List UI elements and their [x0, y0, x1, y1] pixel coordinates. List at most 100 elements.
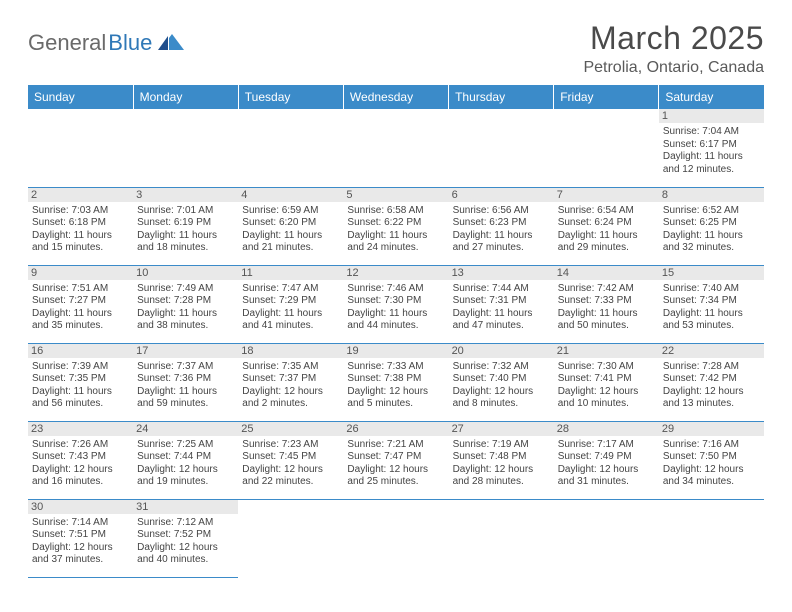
daylight2-text: and 5 minutes. [347, 398, 444, 411]
sunrise-text: Sunrise: 7:30 AM [558, 361, 655, 374]
sunset-text: Sunset: 7:43 PM [32, 451, 129, 464]
day-number: 28 [554, 422, 659, 436]
sunrise-text: Sunrise: 7:14 AM [32, 517, 129, 530]
daylight1-text: Daylight: 12 hours [558, 386, 655, 399]
calendar-cell: 18Sunrise: 7:35 AMSunset: 7:37 PMDayligh… [238, 343, 343, 421]
sunrise-text: Sunrise: 7:39 AM [32, 361, 129, 374]
sunrise-text: Sunrise: 7:01 AM [137, 205, 234, 218]
calendar-cell: 28 Sunrise: 7:17 AMSunset: 7:49 PMDayligh… [554, 421, 659, 499]
flag-icon [158, 30, 184, 56]
day-details: Sunrise: 7:46 AMSunset: 7:30 PMDaylight:… [347, 283, 444, 333]
daylight1-text: Daylight: 12 hours [32, 464, 129, 477]
day-number: 7 [554, 188, 659, 202]
day-details: Sunrise: 7:47 AMSunset: 7:29 PMDaylight:… [242, 283, 339, 333]
sunset-text: Sunset: 6:20 PM [242, 217, 339, 230]
day-details: Sunrise: 7:51 AMSunset: 7:27 PMDaylight:… [32, 283, 129, 333]
daylight1-text: Daylight: 11 hours [663, 308, 760, 321]
day-details: Sunrise: 6:52 AMSunset: 6:25 PMDaylight:… [663, 205, 760, 255]
calendar-body: 1Sunrise: 7:04 AMSunset: 6:17 PMDaylight… [28, 109, 764, 577]
sunrise-text: Sunrise: 7:03 AM [32, 205, 129, 218]
calendar-cell: 16 Sunrise: 7:39 AMSunset: 7:35 PMDayligh… [28, 343, 133, 421]
daylight1-text: Daylight: 12 hours [453, 386, 550, 399]
daylight1-text: Daylight: 11 hours [32, 386, 129, 399]
day-details: Sunrise: 7:39 AMSunset: 7:35 PMDaylight:… [32, 361, 129, 411]
calendar-row: 30Sunrise: 7:14 AMSunset: 7:51 PMDayligh… [28, 499, 764, 577]
sunrise-text: Sunrise: 7:47 AM [242, 283, 339, 296]
day-details: Sunrise: 7:16 AMSunset: 7:50 PMDaylight:… [663, 439, 760, 489]
daylight2-text: and 12 minutes. [663, 164, 760, 177]
day-details: Sunrise: 7:19 AMSunset: 7:48 PMDaylight:… [453, 439, 550, 489]
day-details: Sunrise: 7:35 AMSunset: 7:37 PMDaylight:… [242, 361, 339, 411]
day-number: 21 [554, 344, 659, 358]
daylight2-text: and 10 minutes. [558, 398, 655, 411]
daylight2-text: and 2 minutes. [242, 398, 339, 411]
daylight1-text: Daylight: 11 hours [137, 386, 234, 399]
sunset-text: Sunset: 6:18 PM [32, 217, 129, 230]
sunrise-text: Sunrise: 6:54 AM [558, 205, 655, 218]
day-details: Sunrise: 7:01 AMSunset: 6:19 PMDaylight:… [137, 205, 234, 255]
day-number: 24 [133, 422, 238, 436]
daylight1-text: Daylight: 12 hours [347, 464, 444, 477]
sunset-text: Sunset: 7:27 PM [32, 295, 129, 308]
sunrise-text: Sunrise: 7:25 AM [137, 439, 234, 452]
daylight2-text: and 59 minutes. [137, 398, 234, 411]
daylight2-text: and 41 minutes. [242, 320, 339, 333]
calendar-cell: 11 Sunrise: 7:47 AMSunset: 7:29 PMDayligh… [238, 265, 343, 343]
sunset-text: Sunset: 7:29 PM [242, 295, 339, 308]
logo-text-2: Blue [108, 30, 152, 56]
sunrise-text: Sunrise: 7:49 AM [137, 283, 234, 296]
day-number: 27 [449, 422, 554, 436]
calendar-cell: 19Sunrise: 7:33 AMSunset: 7:38 PMDayligh… [343, 343, 448, 421]
sunrise-text: Sunrise: 7:23 AM [242, 439, 339, 452]
sunset-text: Sunset: 7:38 PM [347, 373, 444, 386]
daylight2-text: and 19 minutes. [137, 476, 234, 489]
daylight2-text: and 18 minutes. [137, 242, 234, 255]
day-number: 22 [659, 344, 764, 358]
sunset-text: Sunset: 6:25 PM [663, 217, 760, 230]
day-details: Sunrise: 7:33 AMSunset: 7:38 PMDaylight:… [347, 361, 444, 411]
logo: GeneralBlue [28, 20, 184, 56]
daylight2-text: and 53 minutes. [663, 320, 760, 333]
calendar-cell: 27 Sunrise: 7:19 AMSunset: 7:48 PMDayligh… [449, 421, 554, 499]
calendar-cell: 22Sunrise: 7:28 AMSunset: 7:42 PMDayligh… [659, 343, 764, 421]
daylight1-text: Daylight: 11 hours [347, 230, 444, 243]
header: GeneralBlue March 2025 Petrolia, Ontario… [28, 20, 764, 77]
day-details: Sunrise: 7:44 AMSunset: 7:31 PMDaylight:… [453, 283, 550, 333]
day-details: Sunrise: 7:40 AMSunset: 7:34 PMDaylight:… [663, 283, 760, 333]
calendar-cell: 12Sunrise: 7:46 AMSunset: 7:30 PMDayligh… [343, 265, 448, 343]
daylight2-text: and 25 minutes. [347, 476, 444, 489]
day-number: 6 [449, 188, 554, 202]
calendar-cell: 7Sunrise: 6:54 AMSunset: 6:24 PMDaylight… [554, 187, 659, 265]
day-details: Sunrise: 7:14 AMSunset: 7:51 PMDaylight:… [32, 517, 129, 567]
calendar-row: 16Sunrise: 7:39 AMSunset: 7:35 PMDayligh… [28, 343, 764, 421]
sunset-text: Sunset: 6:17 PM [663, 139, 760, 152]
calendar-cell [238, 499, 343, 577]
day-number: 16 [28, 344, 133, 358]
sunset-text: Sunset: 7:40 PM [453, 373, 550, 386]
sunset-text: Sunset: 7:31 PM [453, 295, 550, 308]
day-number: 31 [133, 500, 238, 514]
calendar-cell [659, 499, 764, 577]
sunset-text: Sunset: 7:51 PM [32, 529, 129, 542]
sunset-text: Sunset: 6:22 PM [347, 217, 444, 230]
day-details: Sunrise: 7:17 AMSunset: 7:49 PMDaylight:… [558, 439, 655, 489]
sunset-text: Sunset: 7:28 PM [137, 295, 234, 308]
daylight1-text: Daylight: 11 hours [663, 151, 760, 164]
day-details: Sunrise: 7:23 AMSunset: 7:45 PMDaylight:… [242, 439, 339, 489]
day-number: 9 [28, 266, 133, 280]
daylight1-text: Daylight: 11 hours [453, 308, 550, 321]
sunset-text: Sunset: 7:30 PM [347, 295, 444, 308]
calendar-cell: 9 Sunrise: 7:51 AMSunset: 7:27 PMDaylight… [28, 265, 133, 343]
sunrise-text: Sunrise: 7:04 AM [663, 126, 760, 139]
sunrise-text: Sunrise: 7:44 AM [453, 283, 550, 296]
calendar-cell: 23Sunrise: 7:26 AMSunset: 7:43 PMDayligh… [28, 421, 133, 499]
calendar-cell: 25Sunrise: 7:23 AMSunset: 7:45 PMDayligh… [238, 421, 343, 499]
weekday-header: Monday [133, 85, 238, 109]
day-details: Sunrise: 6:56 AMSunset: 6:23 PMDaylight:… [453, 205, 550, 255]
day-details: Sunrise: 7:26 AMSunset: 7:43 PMDaylight:… [32, 439, 129, 489]
logo-text-1: General [28, 30, 106, 56]
sunrise-text: Sunrise: 7:19 AM [453, 439, 550, 452]
sunrise-text: Sunrise: 7:35 AM [242, 361, 339, 374]
day-number: 11 [238, 266, 343, 280]
sunset-text: Sunset: 7:35 PM [32, 373, 129, 386]
